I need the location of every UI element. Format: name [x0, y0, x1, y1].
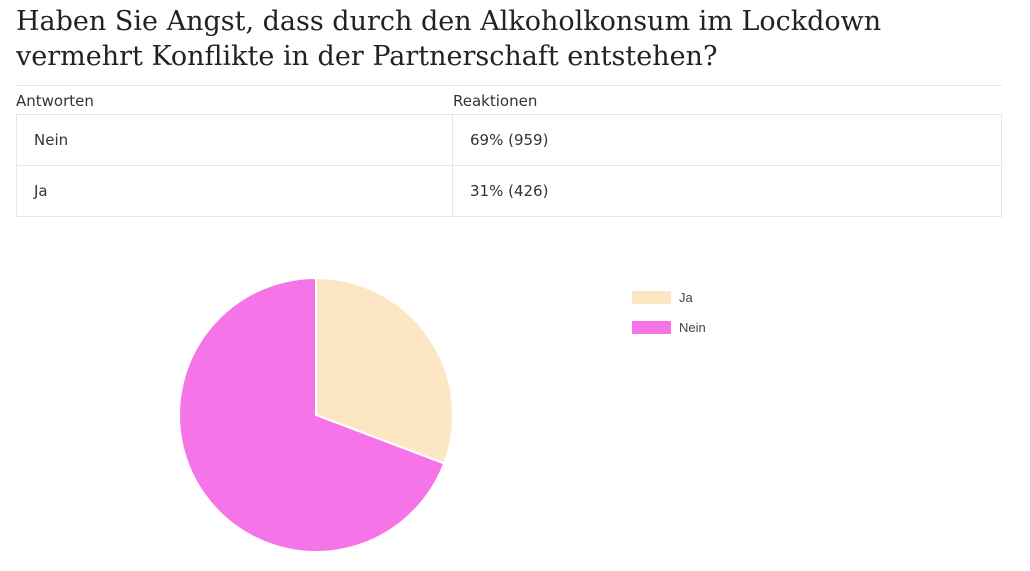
legend-label-ja: Ja: [679, 290, 694, 305]
table-row: Nein 69% (959): [16, 114, 1002, 166]
legend-label-nein: Nein: [679, 320, 706, 335]
poll-question: Haben Sie Angst, dass durch den Alkoholk…: [16, 6, 882, 72]
chart-legend: Ja Nein: [632, 290, 706, 335]
answer-cell: Nein: [16, 114, 453, 166]
results-header: Antworten Reaktionen: [16, 85, 1002, 115]
reaction-cell: 31% (426): [452, 165, 1002, 217]
answer-cell: Ja: [16, 165, 453, 217]
header-reactions: Reaktionen: [453, 92, 538, 110]
legend-swatch-nein: [632, 321, 671, 334]
header-answers: Antworten: [16, 92, 94, 110]
legend-swatch-ja: [632, 291, 671, 304]
pie-slice-ja: [315, 276, 454, 465]
pie-slices: [178, 276, 454, 553]
results-table: Nein 69% (959) Ja 31% (426): [16, 114, 1002, 217]
table-row: Ja 31% (426): [16, 165, 1002, 217]
reaction-cell: 69% (959): [452, 114, 1002, 166]
pie-slice-nein: [178, 276, 446, 553]
pie-chart: Ja Nein: [178, 276, 706, 553]
